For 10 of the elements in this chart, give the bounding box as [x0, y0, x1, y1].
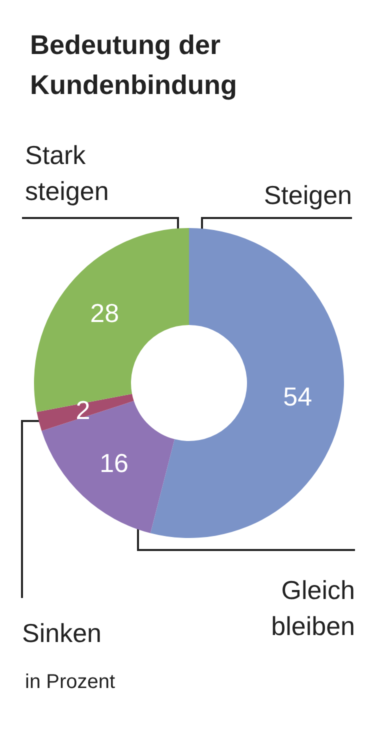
- data-label: 16: [100, 448, 129, 478]
- slice-label: Sinken: [22, 618, 102, 648]
- slice-label: Gleich bleiben: [271, 575, 355, 641]
- data-label: 54: [283, 382, 312, 412]
- chart-title: Bedeutung der Kundenbindung: [30, 30, 237, 100]
- slice-label: Steigen: [264, 180, 352, 210]
- data-label: 28: [90, 298, 120, 328]
- slice-label: Stark steigen: [25, 140, 109, 206]
- text: in Prozent: [25, 671, 116, 693]
- data-label: 2: [76, 395, 90, 426]
